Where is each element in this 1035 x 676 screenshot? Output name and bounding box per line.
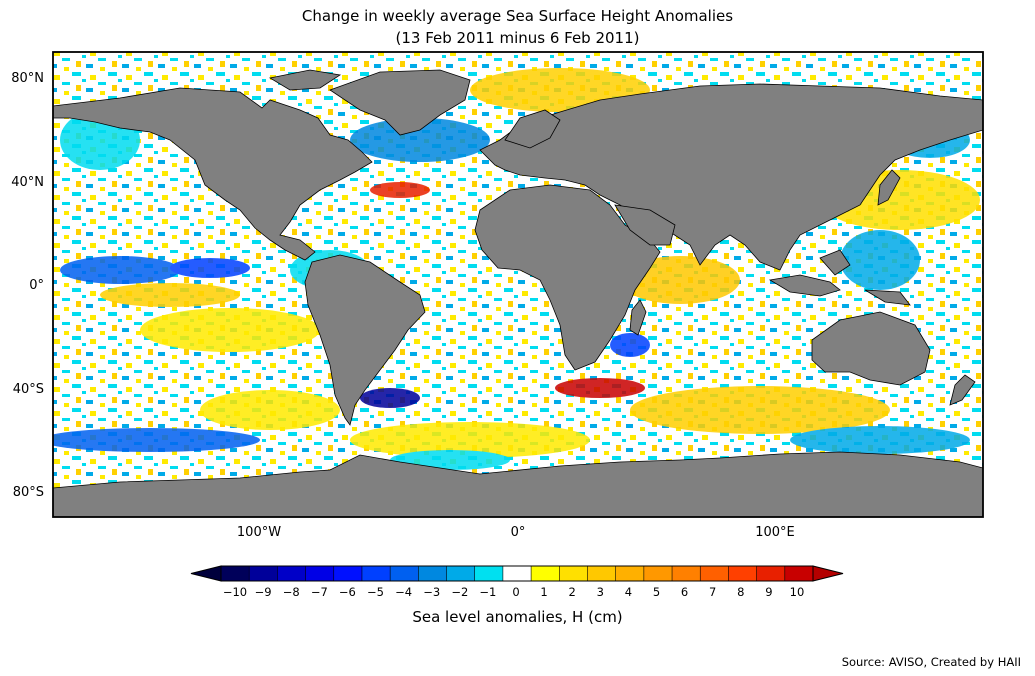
colorbar-swatch [361, 566, 391, 581]
lat-tick-label: 40°N [11, 175, 44, 190]
colorbar-tick-label: −1 [479, 585, 496, 599]
colorbar-tick-label: −4 [395, 585, 412, 599]
colorbar-tick-label: −3 [423, 585, 440, 599]
colorbar-tick-label: −5 [367, 585, 384, 599]
colorbar-tick-label: 7 [709, 585, 716, 599]
colorbar-tick-label: −9 [255, 585, 272, 599]
colorbar-swatch [756, 566, 786, 581]
lon-tick-label: 0° [511, 525, 526, 540]
colorbar-tick-label: 6 [681, 585, 688, 599]
colorbar-over-arrow [812, 565, 844, 582]
chart-subtitle: (13 Feb 2011 minus 6 Feb 2011) [395, 29, 640, 47]
colorbar-tick-label: 3 [597, 585, 604, 599]
map-frame [52, 51, 984, 518]
colorbar: −10 −9 −8 −7 −6 −5 −4 −3 −2 −1 0 1 2 3 4 5 6 7 8 9 10 [190, 565, 844, 599]
colorbar-tick-label: 8 [737, 585, 744, 599]
colorbar-tick-label: 5 [653, 585, 660, 599]
colorbar-swatch [784, 566, 814, 581]
lat-tick-label: 80°S [13, 485, 44, 500]
colorbar-tick-label: −7 [311, 585, 328, 599]
colorbar-swatch [728, 566, 758, 581]
colorbar-swatch [333, 566, 363, 581]
colorbar-tick-label: −10 [223, 585, 247, 599]
chart-title: Change in weekly average Sea Surface Hei… [301, 7, 734, 25]
colorbar-tick-label: −6 [339, 585, 356, 599]
colorbar-tick-label: 1 [540, 585, 547, 599]
colorbar-swatch [700, 566, 729, 581]
colorbar-swatch [277, 566, 307, 581]
colorbar-swatch [643, 566, 673, 581]
colorbar-swatch [474, 566, 504, 581]
colorbar-swatch [615, 566, 645, 581]
colorbar-swatch [446, 566, 476, 581]
lat-tick-label: 0° [29, 278, 44, 293]
colorbar-tick-label: 4 [625, 585, 632, 599]
colorbar-swatch [502, 566, 532, 581]
colorbar-swatch [531, 566, 560, 581]
colorbar-swatch [418, 566, 448, 581]
colorbar-tick-label: −2 [451, 585, 468, 599]
lat-tick-label: 80°N [11, 71, 44, 86]
source-credit: Source: AVISO, Created by HAII [841, 655, 1021, 669]
colorbar-tick-label: 9 [765, 585, 772, 599]
colorbar-tick-label: 2 [569, 585, 576, 599]
colorbar-swatch [390, 566, 419, 581]
lon-tick-label: 100°W [237, 525, 281, 540]
land [53, 69, 983, 517]
colorbar-swatch [305, 566, 335, 581]
colorbar-tick-label: −8 [283, 585, 300, 599]
colorbar-label: Sea level anomalies, H (cm) [412, 608, 623, 626]
lon-tick-label: 100°E [755, 525, 795, 540]
colorbar-swatch [672, 566, 701, 581]
colorbar-swatch [587, 566, 617, 581]
colorbar-tick-label: 0 [512, 585, 519, 599]
colorbar-tick-label: 10 [790, 585, 805, 599]
colorbar-swatch [249, 566, 278, 581]
colorbar-frame [220, 565, 814, 582]
colorbar-under-arrow [190, 565, 222, 582]
colorbar-swatch [559, 566, 588, 581]
lat-tick-label: 40°S [13, 382, 44, 397]
colorbar-swatch [221, 566, 250, 581]
